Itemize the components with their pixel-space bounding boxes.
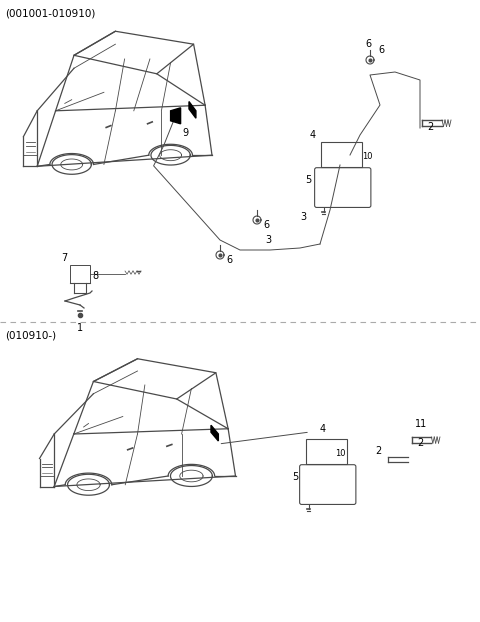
Text: 10: 10 <box>335 449 345 458</box>
Text: 2: 2 <box>427 122 433 132</box>
Text: 4: 4 <box>310 130 315 140</box>
Text: 8: 8 <box>92 271 98 281</box>
Bar <box>306 439 347 463</box>
Bar <box>321 142 362 167</box>
Text: 11: 11 <box>415 419 427 429</box>
Text: 10: 10 <box>362 152 372 161</box>
Text: 6: 6 <box>226 255 232 265</box>
Text: 3: 3 <box>300 212 306 222</box>
Text: 1: 1 <box>77 323 83 333</box>
Text: 5: 5 <box>305 175 311 185</box>
Bar <box>70 265 90 283</box>
Text: 7: 7 <box>61 253 67 263</box>
Polygon shape <box>189 101 196 118</box>
Text: (010910-): (010910-) <box>5 330 56 340</box>
Text: 4: 4 <box>320 424 326 434</box>
Text: 2: 2 <box>417 439 423 448</box>
Text: 9: 9 <box>182 128 189 138</box>
Text: 6: 6 <box>378 45 384 55</box>
Text: 6: 6 <box>263 220 269 230</box>
Text: (001001-010910): (001001-010910) <box>5 8 96 18</box>
Text: 5: 5 <box>292 473 298 483</box>
Text: 2: 2 <box>375 446 381 456</box>
Polygon shape <box>170 108 180 124</box>
Polygon shape <box>211 425 218 441</box>
Text: 6: 6 <box>365 39 371 49</box>
Text: 3: 3 <box>265 235 271 245</box>
